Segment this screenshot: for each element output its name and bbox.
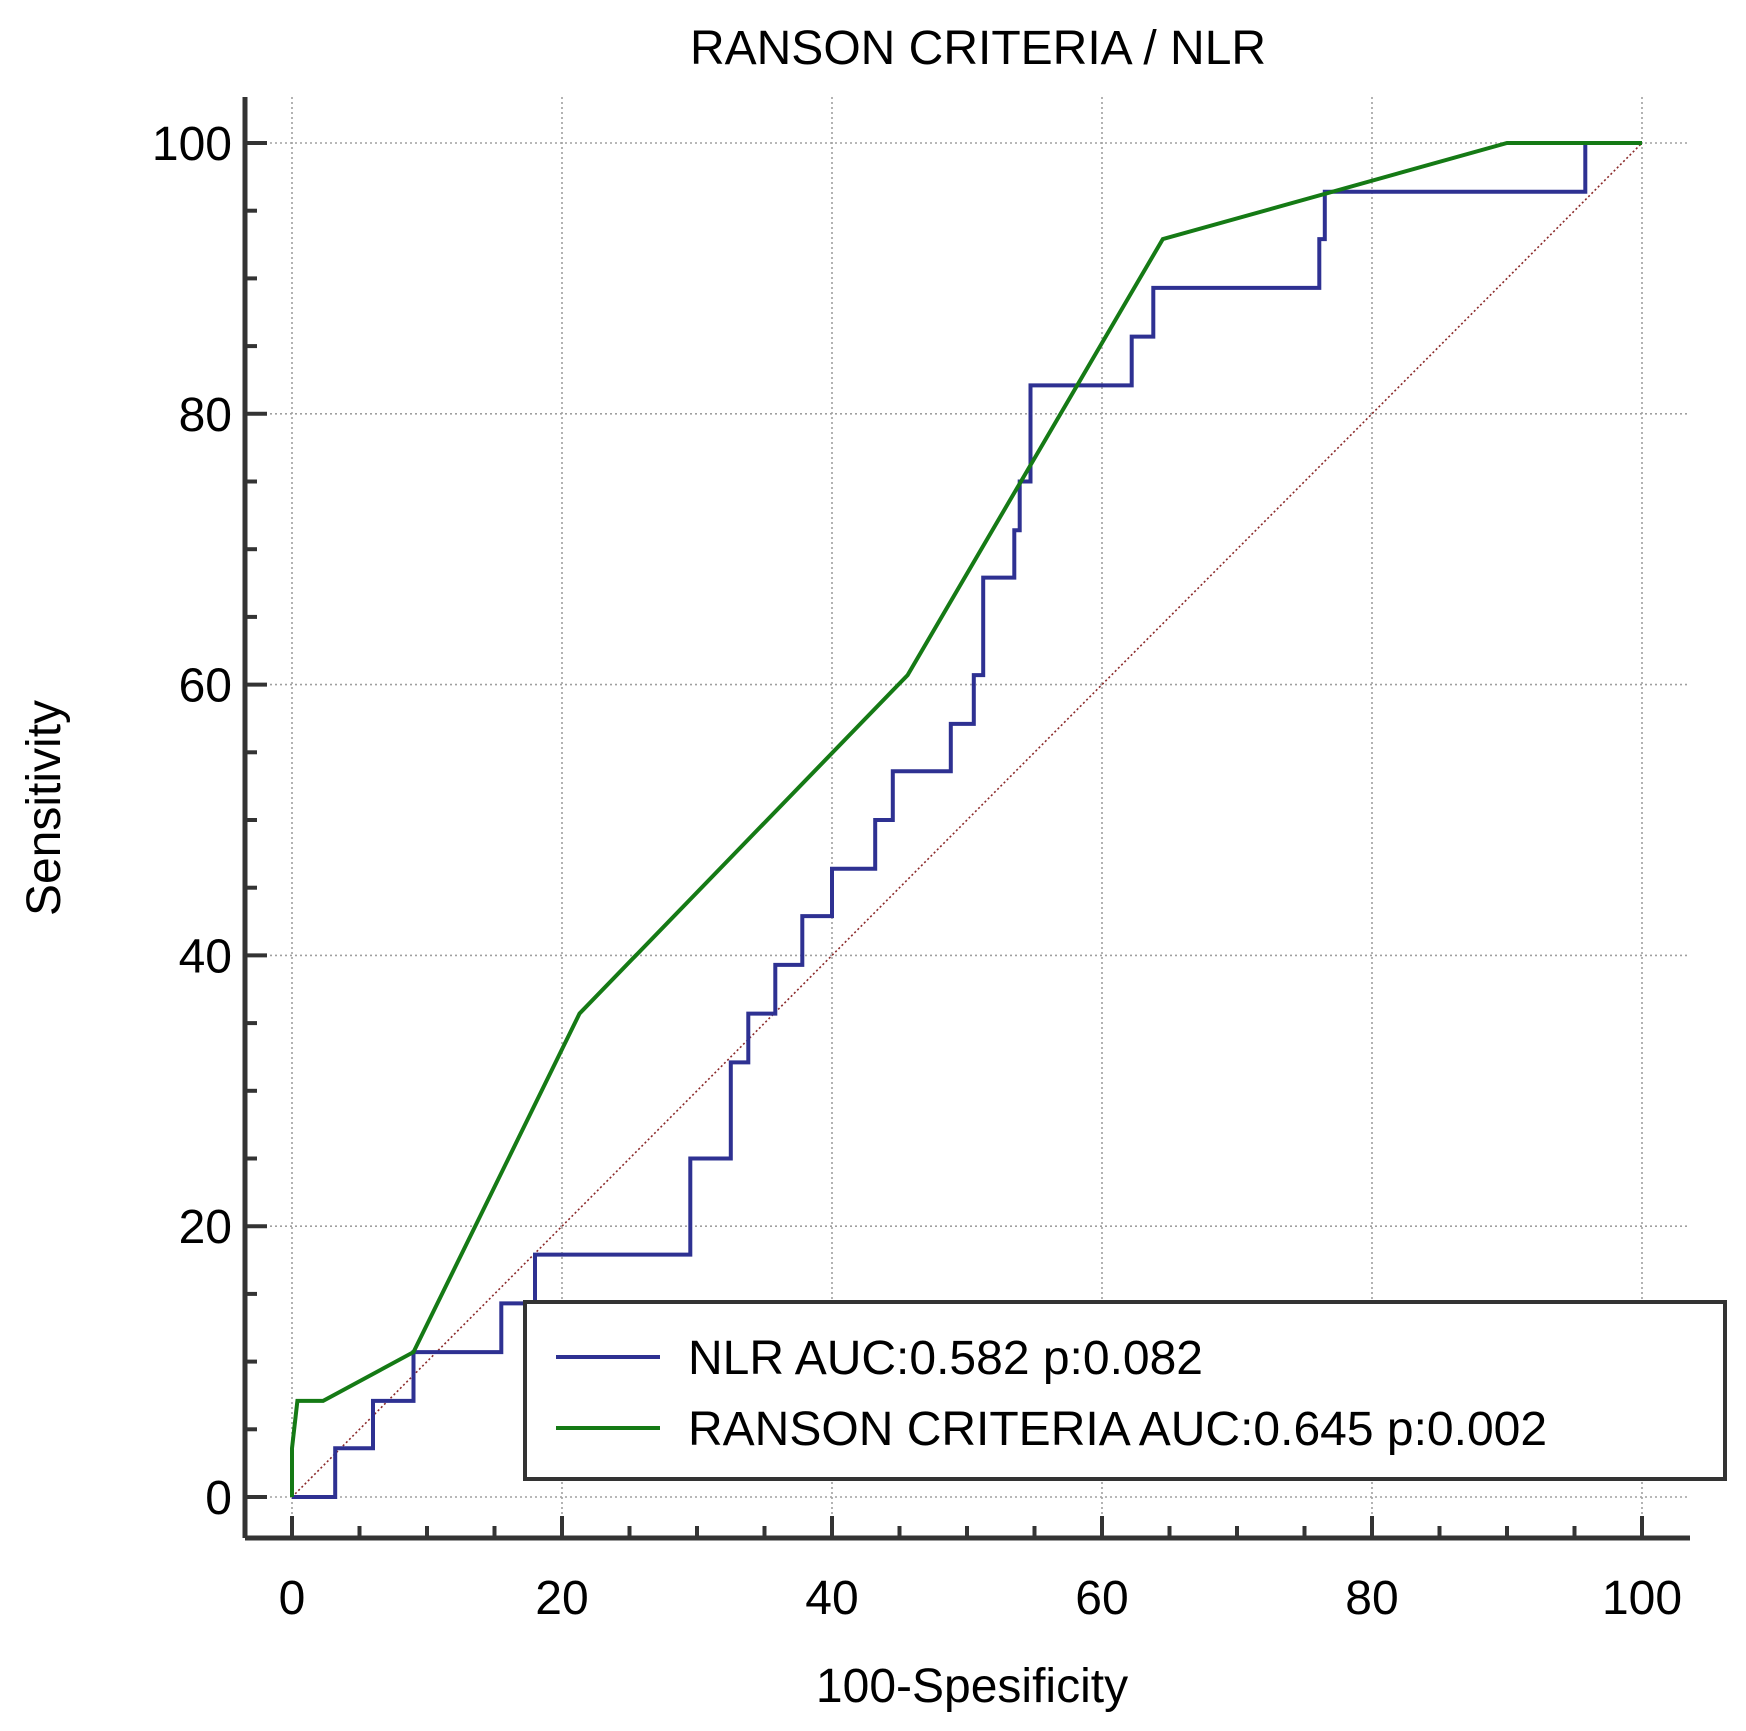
series-lines (290, 141, 1642, 1499)
x-tick-label: 60 (1075, 1572, 1128, 1625)
ranson-roc-line (290, 141, 1642, 1497)
y-tick-label: 0 (205, 1472, 232, 1525)
legend: NLR AUC:0.582 p:0.082 RANSON CRITERIA AU… (523, 1300, 1727, 1481)
ticks (245, 141, 1644, 1538)
reference-diagonal (291, 142, 1643, 1498)
chart-title: RANSON CRITERIA / NLR (690, 22, 1266, 75)
tick-labels: 0 20 40 60 80 100 0 20 40 60 80 100 (152, 118, 1682, 1625)
y-tick-label: 60 (179, 660, 232, 713)
x-tick-label: 100 (1602, 1572, 1682, 1625)
y-tick-label: 100 (152, 118, 232, 171)
legend-label-nlr: NLR AUC:0.582 p:0.082 (688, 1332, 1203, 1385)
y-tick-label: 20 (179, 1201, 232, 1254)
y-axis-label: Sensitivity (18, 700, 71, 916)
x-tick-label: 40 (805, 1572, 858, 1625)
y-tick-label: 80 (179, 389, 232, 442)
legend-box (523, 1300, 1727, 1481)
nlr-roc-line (292, 141, 1642, 1499)
reference-line (291, 142, 1643, 1498)
y-tick-label: 40 (179, 930, 232, 983)
x-axis-label: 100-Spesificity (816, 1660, 1128, 1713)
x-tick-label: 80 (1345, 1572, 1398, 1625)
legend-label-ranson: RANSON CRITERIA AUC:0.645 p:0.002 (688, 1403, 1547, 1456)
grid (245, 97, 1690, 1538)
x-tick-label: 20 (535, 1572, 588, 1625)
x-tick-label: 0 (279, 1572, 306, 1625)
